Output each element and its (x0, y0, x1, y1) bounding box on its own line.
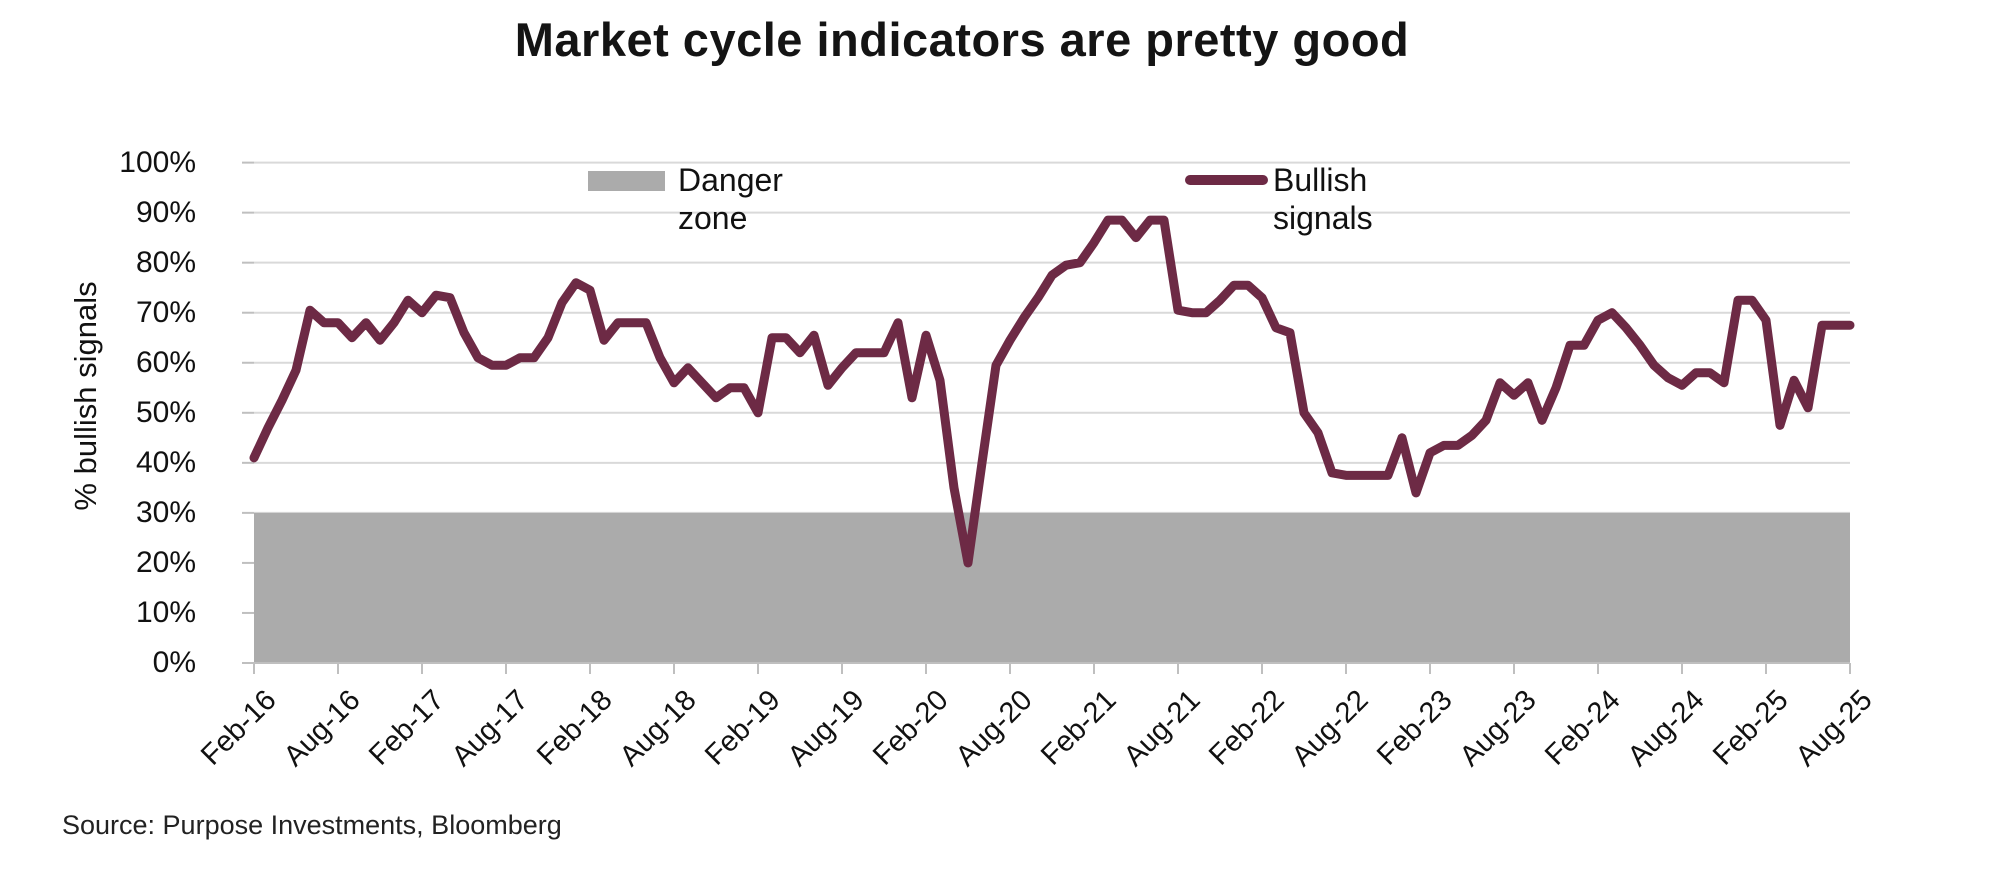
bullish-signals-swatch (1185, 175, 1268, 185)
danger-zone-band (254, 512, 1850, 663)
y-tick-label-0%: 0% (152, 646, 196, 679)
chart-title: Market cycle indicators are pretty good (514, 13, 1410, 66)
y-tick-label-20%: 20% (135, 545, 196, 579)
source-note: Source: Purpose Investments, Bloomberg (62, 810, 562, 840)
danger-zone-legend-label: Danger zone (678, 162, 783, 236)
y-tick-label-10%: 10% (135, 595, 196, 629)
bullish-signals-line (249, 215, 1855, 568)
bullish-signals-legend-label: Bullish signals (1273, 162, 1373, 236)
y-tick-label-100%: 100% (119, 145, 196, 179)
danger-zone-swatch (588, 171, 665, 191)
y-tick-label-70%: 70% (135, 295, 196, 329)
y-tick-label-80%: 80% (135, 245, 196, 279)
y-tick-label-40%: 40% (135, 445, 196, 479)
y-tick-label-60%: 60% (135, 345, 196, 379)
y-tick-label-30%: 30% (135, 495, 196, 529)
y-tick-label-50%: 50% (135, 395, 196, 429)
y-tick-label-90%: 90% (135, 195, 196, 229)
